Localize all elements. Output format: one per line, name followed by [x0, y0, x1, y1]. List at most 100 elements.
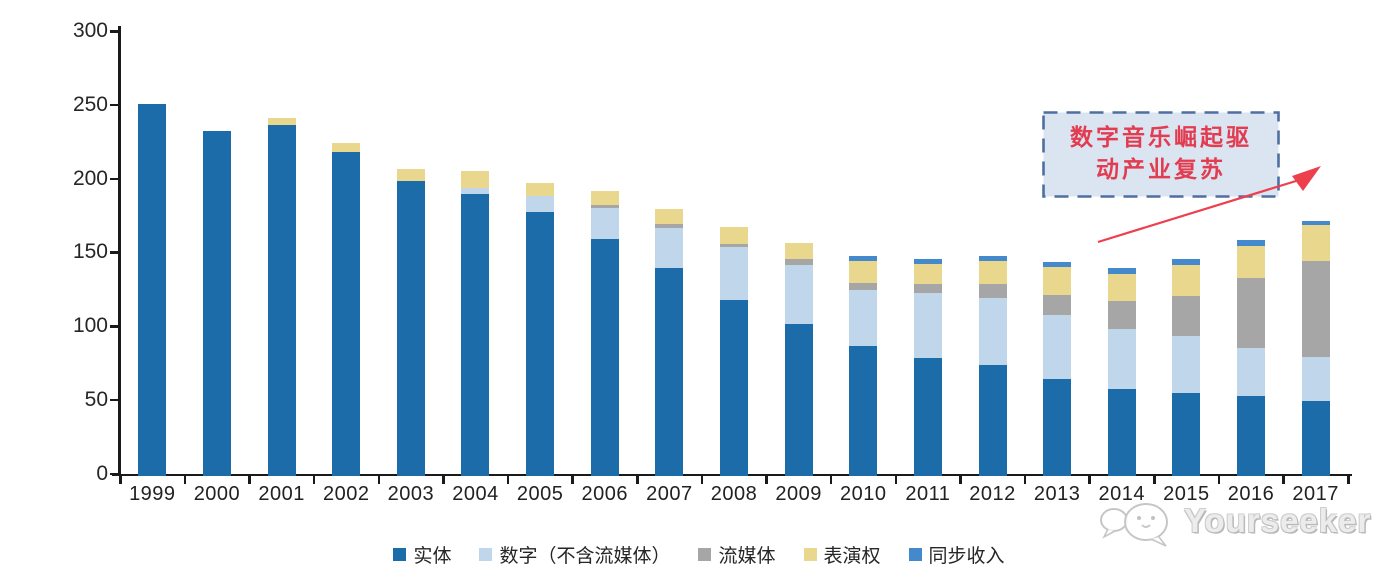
bar-segment: [1172, 259, 1201, 266]
x-tick-label: 2001: [258, 483, 305, 505]
bar-segment: [978, 256, 1007, 261]
annotation-arrow-line: [1097, 179, 1297, 244]
bar-segment: [590, 238, 619, 476]
y-tick-label: 300: [72, 19, 108, 42]
bar-segment: [526, 195, 555, 212]
x-tick-mark: [636, 476, 639, 484]
y-tick-label: 100: [72, 314, 108, 337]
bar-segment: [332, 151, 361, 476]
legend-label: 数字（不含流媒体）: [499, 546, 671, 567]
bar-2012: [978, 256, 1007, 476]
x-tick-label: 2008: [710, 483, 758, 505]
x-tick-mark: [959, 476, 962, 484]
bar-segment: [1043, 315, 1072, 379]
bar-2002: [332, 142, 361, 476]
bar-segment: [1172, 265, 1201, 297]
legend-item: 数字（不含流媒体）: [479, 541, 670, 568]
bar-segment: [913, 293, 942, 358]
x-tick-mark: [506, 476, 510, 484]
x-tick-label: 1999: [129, 483, 176, 505]
bar-segment: [849, 256, 878, 261]
bar-segment: [913, 358, 942, 476]
bar-segment: [1107, 300, 1136, 329]
bar-segment: [267, 117, 296, 125]
x-tick-label: 2012: [969, 483, 1016, 505]
x-tick-mark: [1217, 476, 1221, 484]
bar-2001: [267, 117, 296, 476]
x-tick-label: 2004: [452, 483, 499, 505]
bar-segment: [590, 207, 619, 239]
bar-2006: [590, 191, 619, 476]
bar-2016: [1237, 240, 1266, 476]
bar-segment: [396, 181, 425, 476]
x-tick-mark: [119, 476, 122, 484]
legend-swatch: [698, 548, 712, 561]
y-axis: [118, 26, 121, 476]
x-tick-label: 2013: [1033, 483, 1081, 505]
bar-2017: [1301, 220, 1330, 476]
bar-segment: [461, 170, 490, 189]
legend-item: 同步收入: [908, 541, 1005, 568]
x-tick-mark: [312, 476, 316, 484]
x-tick-mark: [1088, 476, 1091, 484]
bar-segment: [1237, 396, 1266, 476]
bar-segment: [1237, 278, 1266, 348]
x-tick-mark: [248, 476, 251, 484]
x-tick-mark: [442, 476, 445, 484]
legend-label: 实体: [413, 546, 452, 567]
x-tick-mark: [1153, 476, 1156, 484]
bar-segment: [1301, 400, 1330, 476]
annotation-line1: 数字音乐崛起驱: [1070, 124, 1252, 150]
bar-segment: [913, 284, 942, 294]
legend-label: 表演权: [823, 546, 881, 567]
bar-segment: [590, 204, 619, 208]
y-tick-label: 250: [72, 92, 108, 116]
bar-segment: [1107, 388, 1136, 476]
x-tick-mark: [183, 476, 187, 484]
x-tick-mark: [1282, 476, 1285, 484]
y-tick-label: 50: [84, 387, 108, 411]
y-tick-mark: [110, 103, 119, 107]
bar-segment: [1172, 393, 1201, 476]
bar-2014: [1107, 268, 1136, 476]
x-tick-label: 2006: [581, 483, 628, 505]
bar-segment: [332, 142, 361, 152]
y-tick-mark: [110, 251, 119, 254]
annotation-line2: 动产业复苏: [1096, 156, 1226, 182]
bar-segment: [1043, 378, 1072, 476]
bar-2010: [849, 256, 878, 476]
x-tick-label: 2007: [646, 483, 693, 505]
bar-segment: [1237, 245, 1266, 279]
bar-segment: [1172, 296, 1201, 336]
bar-segment: [1301, 220, 1330, 226]
watermark-text: Yourseeker: [1184, 502, 1372, 539]
legend-item: 流媒体: [698, 541, 776, 568]
bar-segment: [1043, 266, 1072, 295]
bar-2003: [396, 169, 425, 476]
x-tick-label: 2014: [1098, 483, 1146, 505]
x-tick-label: 2010: [840, 483, 887, 505]
x-tick-label: 2003: [387, 483, 435, 505]
x-tick-label: 2016: [1227, 483, 1275, 505]
bar-segment: [978, 365, 1007, 476]
bar-segment: [461, 194, 490, 476]
bar-segment: [720, 300, 748, 476]
bar-2005: [526, 182, 555, 476]
y-tick-mark: [110, 398, 119, 402]
bar-segment: [655, 268, 684, 476]
y-tick-label: 0: [96, 461, 108, 485]
x-tick-mark: [829, 476, 833, 484]
watermark-logo-icon: [1100, 503, 1168, 547]
watermark: Yourseeker: [1096, 492, 1371, 550]
x-tick-label: 2005: [516, 483, 564, 505]
bar-segment: [461, 188, 490, 195]
y-tick-label: 150: [72, 240, 108, 264]
bar-segment: [396, 169, 425, 181]
legend-swatch: [908, 548, 922, 561]
x-tick-label: 2015: [1163, 483, 1210, 505]
bar-2015: [1172, 259, 1201, 476]
bar-2008: [720, 226, 748, 476]
bar-segment: [720, 226, 748, 245]
bar-segment: [849, 260, 878, 283]
